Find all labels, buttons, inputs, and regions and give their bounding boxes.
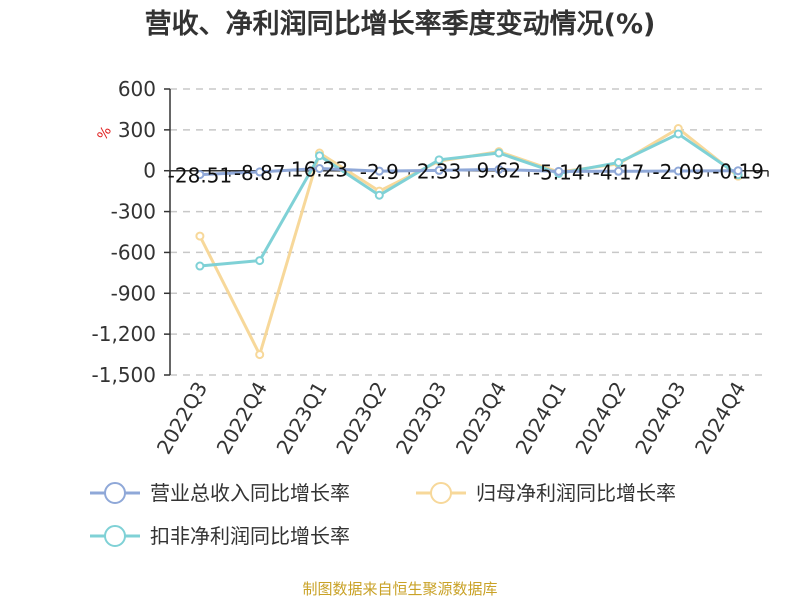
data-label: 9.62 <box>477 158 522 182</box>
x-tick-label: 2024Q4 <box>690 378 750 459</box>
series-line <box>199 132 739 268</box>
series-layer <box>195 123 743 360</box>
legend-label: 营业总收入同比增长率 <box>150 481 350 505</box>
y-tick-label: 0 <box>143 159 156 183</box>
data-label: 16.23 <box>291 158 348 182</box>
x-tick-label: 2022Q3 <box>152 378 212 459</box>
legend-label: 归母净利润同比增长率 <box>476 481 676 505</box>
y-axis-unit: % <box>95 124 116 144</box>
data-label: -5.14 <box>533 160 585 184</box>
data-point <box>315 164 324 174</box>
data-point <box>614 166 623 176</box>
data-point <box>614 158 623 168</box>
x-tick-label: 2022Q4 <box>212 378 272 459</box>
data-point <box>315 151 324 161</box>
y-tick-label: -300 <box>111 200 156 224</box>
y-tick-label: -600 <box>111 240 156 264</box>
x-tick-label: 2023Q1 <box>271 378 331 459</box>
data-label: 2.33 <box>417 159 462 183</box>
y-tick-label: -1,200 <box>92 322 156 346</box>
data-point <box>673 129 683 139</box>
data-label: -0.19 <box>712 160 764 184</box>
y-tick-label: -900 <box>111 281 156 305</box>
y-axis-ticks: 600 300 0 -300 -600 -900 -1,200 -1,500 <box>92 77 170 387</box>
data-point <box>494 164 504 174</box>
data-point <box>374 166 384 176</box>
data-point <box>195 261 205 271</box>
legend-marker <box>104 482 126 504</box>
x-tick-label: 2023Q3 <box>391 377 451 458</box>
source-note: 制图数据来自恒生聚源数据库 <box>302 580 497 598</box>
x-axis-ticks: 2022Q3 2022Q4 2023Q1 2023Q2 2023Q3 2023Q4 2024… <box>152 170 769 459</box>
data-point <box>733 166 743 176</box>
data-point <box>255 350 265 360</box>
x-tick-label: 2024Q2 <box>570 378 630 459</box>
legend-label: 扣非净利润同比增长率 <box>150 524 350 548</box>
y-tick-label: 300 <box>118 118 156 142</box>
series-line <box>199 167 739 177</box>
data-label: -2.09 <box>652 160 704 184</box>
x-tick-label: 2023Q4 <box>451 378 511 459</box>
data-label: -28.51 <box>168 164 232 188</box>
data-point <box>374 190 384 200</box>
data-point <box>494 148 504 158</box>
data-point <box>434 165 444 175</box>
data-point <box>255 167 265 177</box>
data-point <box>255 256 265 266</box>
x-tick-label: 2023Q2 <box>331 378 391 459</box>
y-tick-label: 600 <box>118 77 156 101</box>
data-label: -8.87 <box>234 161 286 185</box>
x-tick-label: 2024Q3 <box>630 378 690 459</box>
data-point <box>554 166 564 176</box>
chart-title: 营收、净利润同比增长率季度变动情况(%) <box>145 8 656 40</box>
y-tick-label: -1,500 <box>92 363 156 387</box>
data-point <box>673 166 683 176</box>
data-label: -4.17 <box>593 160 645 184</box>
data-point <box>434 155 444 165</box>
x-tick-label: 2024Q1 <box>511 378 571 459</box>
data-point <box>195 170 205 180</box>
data-labels: -28.51 -8.87 16.23 -2.9 2.33 9.62 -5.14 -4.17 -2… <box>168 158 764 188</box>
legend-marker <box>104 525 126 547</box>
legend-marker <box>430 482 452 504</box>
data-point <box>195 231 205 241</box>
data-label: -2.9 <box>360 160 399 184</box>
grid-lines <box>170 88 768 376</box>
